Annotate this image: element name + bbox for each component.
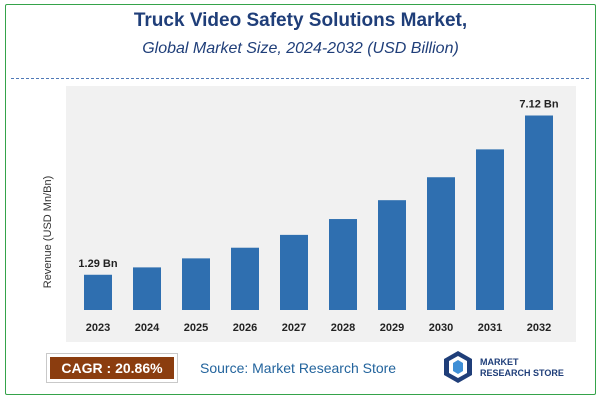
- x-tick-label-2026: 2026: [233, 322, 257, 334]
- bar-2023: [84, 274, 112, 310]
- chart-title: Truck Video Safety Solutions Market,: [133, 10, 468, 31]
- market-research-store-logo-icon: [444, 351, 472, 383]
- source-text: Source: Market Research Store: [200, 360, 397, 376]
- bar-2029: [378, 200, 406, 310]
- x-tick-label-2023: 2023: [86, 322, 110, 334]
- title-divider: [11, 78, 589, 79]
- data-label-2023: 1.29 Bn: [78, 258, 117, 270]
- x-tick-label-2032: 2032: [527, 322, 551, 334]
- bar-2027: [280, 234, 308, 310]
- x-tick-label-2030: 2030: [429, 322, 453, 334]
- cagr-badge: CAGR : 20.86%: [46, 353, 178, 383]
- cagr-text: CAGR : 20.86%: [50, 357, 174, 379]
- x-tick-label-2027: 2027: [282, 322, 306, 334]
- chart-subtitle: Global Market Size, 2024-2032 (USD Billi…: [142, 40, 459, 57]
- data-label-2032: 7.12 Bn: [519, 99, 558, 111]
- x-tick-label-2024: 2024: [135, 322, 160, 334]
- logo-line-2: RESEARCH STORE: [480, 368, 564, 378]
- bar-2028: [329, 219, 357, 310]
- logo-text: MARKET RESEARCH STORE: [480, 357, 564, 379]
- bar-2031: [476, 149, 504, 310]
- x-tick-label-2025: 2025: [184, 322, 208, 334]
- x-tick-label-2028: 2028: [331, 322, 355, 334]
- y-axis-label: Revenue (USD Mn/Bn): [42, 175, 54, 289]
- bar-chart: 2023 2024 2025 2026 2027 2028 2029 2030 2031 2032…: [78, 99, 558, 334]
- bar-2026: [231, 247, 259, 310]
- bar-2030: [427, 177, 455, 310]
- bar-2024: [133, 267, 161, 310]
- x-tick-label-2029: 2029: [380, 322, 404, 334]
- logo-line-1: MARKET: [480, 357, 519, 367]
- bar-2025: [182, 258, 210, 310]
- bar-2032: [525, 115, 553, 310]
- x-tick-label-2031: 2031: [478, 322, 502, 334]
